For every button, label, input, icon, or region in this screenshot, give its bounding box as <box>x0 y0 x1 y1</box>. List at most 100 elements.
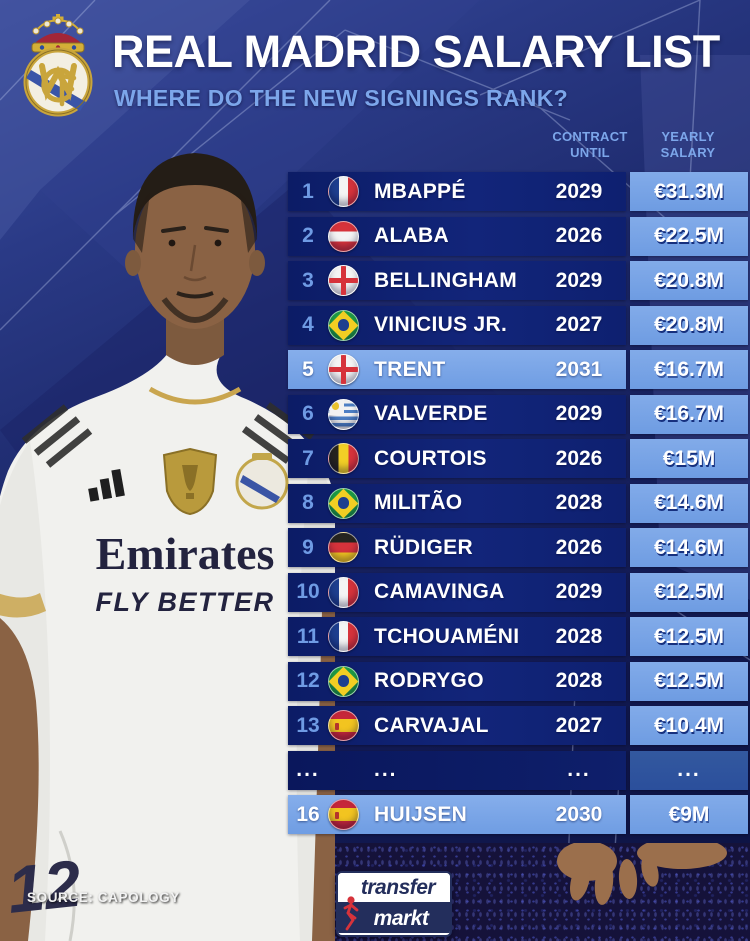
player-name: HUIJSEN <box>374 802 468 826</box>
rank-cell: 4 <box>302 313 314 336</box>
salary-cell: €9M <box>630 795 748 834</box>
rank-cell: 9 <box>302 535 314 559</box>
salary-cell: €12.5M <box>630 661 748 701</box>
flag-icon-germany <box>328 532 359 563</box>
rank-cell: 7 <box>302 446 314 470</box>
contract-until-cell: 2028 <box>555 669 603 692</box>
column-header-salary: YEARLY SALARY <box>642 129 734 161</box>
contract-until-cell: 2031 <box>555 357 603 381</box>
table-row: 16 HUIJSEN 2030 €9M <box>288 795 748 834</box>
salary-cell: €16.7M <box>630 394 748 434</box>
salary-cell: ... <box>630 750 748 790</box>
contract-until-cell: 2026 <box>555 446 603 470</box>
table-row: 8 MILITÃO 2028 €14.6M <box>288 483 748 523</box>
rank-cell: ... <box>296 758 320 781</box>
rank-cell: 6 <box>302 402 314 425</box>
salary-cell: €22.5M <box>630 216 748 256</box>
flag-icon-france <box>328 621 359 652</box>
player-name: MILITÃO <box>374 491 463 514</box>
page-subtitle: WHERE DO THE NEW SIGNINGS RANK? <box>114 85 568 111</box>
salary-table: 1 MBAPPÉ 2029 €31.3M 2 ALABA 2026 €22.5M… <box>288 172 748 840</box>
salary-cell: €15M <box>630 439 748 478</box>
column-header-salary-line1: YEARLY <box>661 129 715 144</box>
rank-cell: 13 <box>296 713 320 737</box>
table-row: 2 ALABA 2026 €22.5M <box>288 216 748 256</box>
table-row: 1 MBAPPÉ 2029 €31.3M <box>288 172 748 211</box>
rank-cell: 8 <box>302 491 314 514</box>
contract-until-cell: ... <box>567 758 591 781</box>
flag-icon-uruguay <box>328 398 359 430</box>
table-row: 7 COURTOIS 2026 €15M <box>288 439 748 478</box>
row-main: 13 CARVAJAL 2027 <box>288 706 626 745</box>
flag-icon-spain <box>328 710 359 741</box>
table-row: 3 BELLINGHAM 2029 €20.8M <box>288 261 748 300</box>
contract-until-cell: 2027 <box>555 313 603 336</box>
flag-icon-austria <box>328 220 359 252</box>
contract-until-cell: 2029 <box>555 402 603 425</box>
rank-cell: 11 <box>296 624 320 648</box>
row-main: 16 HUIJSEN 2030 <box>288 795 626 834</box>
player-name: MBAPPÉ <box>374 179 466 203</box>
table-row: 9 RÜDIGER 2026 €14.6M <box>288 528 748 567</box>
row-main: 8 MILITÃO 2028 <box>288 483 626 523</box>
row-main: 11 TCHOUAMÉNI 2028 <box>288 617 626 656</box>
column-header-contract-line2: UNTIL <box>570 145 610 160</box>
jersey-sponsor-text: Emirates <box>96 528 275 579</box>
rank-cell: 5 <box>302 357 314 381</box>
rank-cell: 16 <box>296 802 320 826</box>
flag-icon-spain <box>328 799 359 830</box>
player-photo: Emirates FLY BETTER 12 <box>0 153 335 941</box>
row-main: 4 VINICIUS JR. 2027 <box>288 305 626 345</box>
flag-icon-france <box>328 176 359 207</box>
real-madrid-crest-icon <box>23 14 93 117</box>
transfermarkt-logo: transfer markt <box>336 871 452 937</box>
rank-cell: 10 <box>296 580 320 603</box>
table-row: 12 RODRYGO 2028 €12.5M <box>288 661 748 701</box>
transfermarkt-logo-bottom: markt <box>338 904 450 933</box>
player-name: RODRYGO <box>374 669 484 692</box>
row-main: 3 BELLINGHAM 2029 <box>288 261 626 300</box>
salary-cell: €14.6M <box>630 528 748 567</box>
player-name: TCHOUAMÉNI <box>374 624 520 648</box>
table-row: 13 CARVAJAL 2027 €10.4M <box>288 706 748 745</box>
row-main: 9 RÜDIGER 2026 <box>288 528 626 567</box>
contract-until-cell: 2029 <box>555 179 603 203</box>
flag-icon-england <box>328 265 359 296</box>
rank-cell: 12 <box>296 669 320 692</box>
rank-cell: 1 <box>302 179 314 203</box>
flag-icon-france <box>328 576 359 608</box>
flag-icon-brazil <box>328 309 359 341</box>
player-name: ... <box>374 758 398 781</box>
table-row: 11 TCHOUAMÉNI 2028 €12.5M <box>288 617 748 656</box>
column-header-contract: CONTRACT UNTIL <box>544 129 636 161</box>
flag-icon-brazil <box>328 665 359 697</box>
table-row: 4 VINICIUS JR. 2027 €20.8M <box>288 305 748 345</box>
player-name: CARVAJAL <box>374 713 489 737</box>
row-main: 1 MBAPPÉ 2029 <box>288 172 626 211</box>
transfermarkt-logo-top: transfer <box>338 873 450 904</box>
rank-cell: 3 <box>302 268 314 292</box>
page-title: REAL MADRID SALARY LIST <box>112 26 720 77</box>
contract-until-cell: 2030 <box>555 802 603 826</box>
flag-icon-england <box>328 354 359 385</box>
table-row: 5 TRENT 2031 €16.7M <box>288 350 748 389</box>
player-name: VINICIUS JR. <box>374 313 508 336</box>
row-main: 5 TRENT 2031 <box>288 350 626 389</box>
flag-icon-belgium <box>328 443 359 474</box>
contract-until-cell: 2029 <box>555 580 603 603</box>
salary-cell: €20.8M <box>630 261 748 300</box>
row-main: 6 VALVERDE 2029 <box>288 394 626 434</box>
player-name: RÜDIGER <box>374 535 473 559</box>
column-header-contract-line1: CONTRACT <box>552 129 628 144</box>
player-name: COURTOIS <box>374 446 487 470</box>
row-main: 2 ALABA 2026 <box>288 216 626 256</box>
table-row: 6 VALVERDE 2029 €16.7M <box>288 394 748 434</box>
salary-cell: €31.3M <box>630 172 748 211</box>
salary-cell: €14.6M <box>630 483 748 523</box>
row-main: 12 RODRYGO 2028 <box>288 661 626 701</box>
player-name: BELLINGHAM <box>374 268 517 292</box>
player-name: TRENT <box>374 357 446 381</box>
salary-cell: €16.7M <box>630 350 748 389</box>
table-row: 10 CAMAVINGA 2029 €12.5M <box>288 572 748 612</box>
